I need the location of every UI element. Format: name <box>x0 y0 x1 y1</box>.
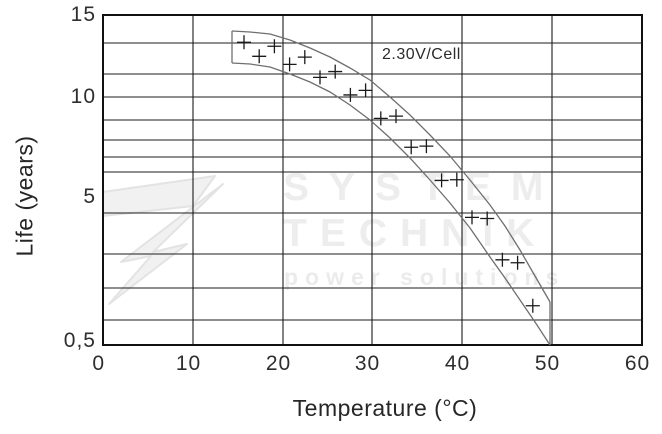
plus-markers <box>237 35 540 313</box>
plus-marker-icon <box>419 139 434 154</box>
x-tick-label: 0 <box>92 352 106 375</box>
y-tick-label: 5 <box>83 185 96 208</box>
plus-marker-icon <box>313 70 327 85</box>
v-gridlines <box>192 15 553 345</box>
y-axis-title: Life (years) <box>11 135 38 257</box>
x-tick-label: 60 <box>624 352 651 375</box>
y-tick-label: 10 <box>70 85 96 108</box>
annotation-voltage-per-cell: 2.30V/Cell <box>382 46 461 63</box>
plot-border <box>102 14 643 346</box>
watermark-brand-line1: SYSTEM <box>283 166 564 209</box>
plus-marker-icon <box>297 50 312 65</box>
x-tick-label: 30 <box>354 352 381 375</box>
plus-marker-icon <box>495 252 510 267</box>
x-tick-label: 10 <box>175 352 202 375</box>
plus-marker-icon <box>373 111 388 126</box>
plus-marker-icon <box>389 109 403 124</box>
plus-marker-icon <box>252 49 267 64</box>
y-tick-label: 15 <box>70 3 96 26</box>
plus-marker-icon <box>510 255 525 270</box>
plus-marker-icon <box>237 35 251 50</box>
plus-marker-icon <box>525 298 540 313</box>
plus-marker-icon <box>267 39 282 54</box>
plus-marker-icon <box>465 210 479 225</box>
watermark-brand-line2: TECHNIK <box>283 212 548 255</box>
y-tick-label: 0,5 <box>63 329 96 352</box>
plus-marker-icon <box>343 87 358 102</box>
plus-marker-icon <box>404 140 419 155</box>
plus-marker-icon <box>434 173 449 188</box>
plus-marker-icon <box>480 211 495 226</box>
band-upper-curve <box>231 30 551 303</box>
x-tick-label: 20 <box>265 352 292 375</box>
x-tick-label: 50 <box>534 352 561 375</box>
plus-marker-icon <box>328 64 343 79</box>
life-band <box>231 30 551 346</box>
band-lower-curve <box>231 62 551 346</box>
plus-marker-icon <box>449 172 464 187</box>
x-axis-title: Temperature (°C) <box>292 395 478 421</box>
watermark-tagline: power solutions <box>284 264 566 290</box>
plus-marker-icon <box>282 57 297 72</box>
x-tick-label: 40 <box>444 352 471 375</box>
plus-marker-icon <box>358 83 373 98</box>
